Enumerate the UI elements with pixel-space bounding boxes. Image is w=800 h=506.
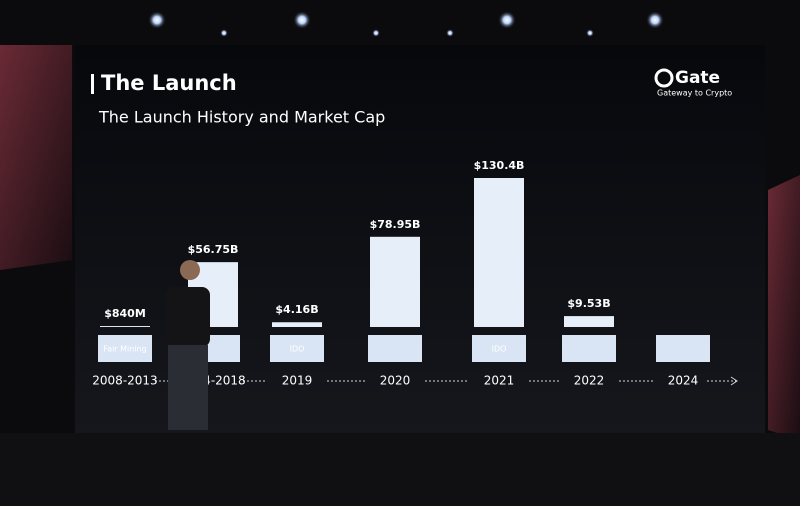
label-box	[656, 335, 710, 362]
brand-icon	[654, 68, 674, 88]
label-box	[368, 335, 422, 362]
bar	[474, 178, 524, 327]
presenter	[166, 260, 210, 430]
bar	[100, 326, 150, 327]
x-tick-label: 2020	[380, 374, 411, 388]
x-tick-label: 2022	[574, 374, 605, 388]
label-box	[98, 335, 152, 362]
label-box	[472, 335, 526, 362]
x-tick-label: 2019	[282, 374, 313, 388]
label-box	[270, 335, 324, 362]
stage-lights	[148, 11, 664, 37]
slide-subtitle: The Launch History and Market Cap	[98, 108, 385, 127]
bar	[272, 322, 322, 327]
box-label: Fair Mining	[103, 345, 146, 354]
bar	[564, 316, 614, 327]
value-label: $840M	[104, 307, 146, 320]
side-panel	[768, 175, 800, 440]
brand-tagline: Gateway to Crypto	[657, 89, 732, 98]
value-label: $9.53B	[567, 297, 610, 310]
value-label: $56.75B	[188, 243, 239, 256]
slide-title: The Launch	[101, 71, 237, 95]
label-box	[562, 335, 616, 362]
title-bar	[91, 74, 94, 94]
value-label: $4.16B	[275, 303, 318, 316]
value-label: $130.4B	[474, 159, 525, 172]
x-tick-label: 2021	[484, 374, 515, 388]
bar	[370, 236, 420, 327]
x-tick-label: 2008-2013	[92, 374, 157, 388]
x-tick-label: 2024	[668, 374, 699, 388]
timeline-arrow	[730, 376, 738, 386]
box-label: IDO	[492, 345, 507, 354]
side-panel	[0, 45, 72, 270]
box-label: IDO	[290, 345, 305, 354]
value-label: $78.95B	[370, 218, 421, 231]
stage-floor	[0, 433, 800, 506]
brand-name: Gate	[675, 68, 720, 88]
